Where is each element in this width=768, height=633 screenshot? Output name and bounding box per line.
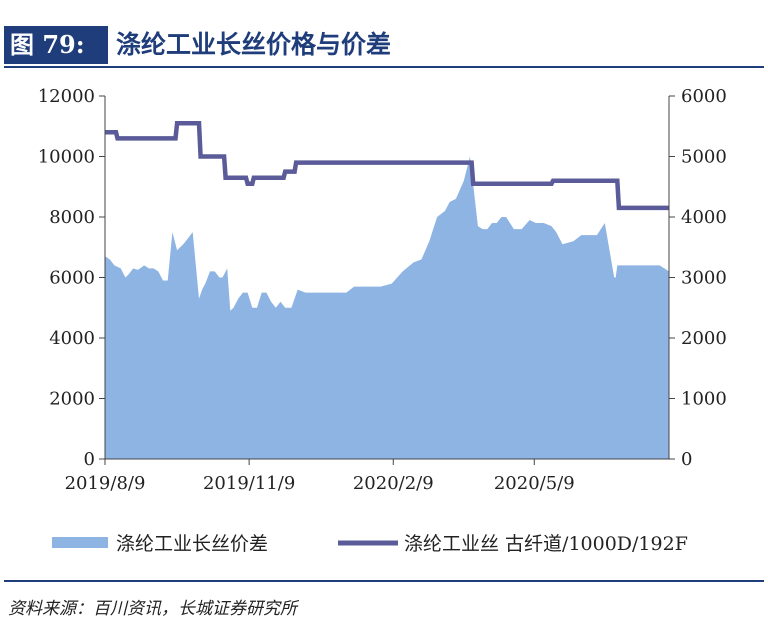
left-tick-label: 8000 <box>49 207 95 228</box>
right-tick-label: 4000 <box>681 207 727 228</box>
legend-swatch-area <box>52 537 108 548</box>
left-tick-label: 10000 <box>38 147 95 168</box>
x-tick-label: 2020/5/9 <box>494 473 575 494</box>
price-spread-area <box>105 156 669 459</box>
right-tick-label: 0 <box>681 449 692 470</box>
yarn-price-line <box>105 120 669 211</box>
legend: 涤纶工业长丝价差 涤纶工业丝 古纤道/1000D/192F <box>52 533 688 555</box>
source-note: 资料来源：百川资讯，长城证券研究所 <box>8 599 297 619</box>
right-tick-label: 3000 <box>681 268 727 289</box>
left-tick-label: 0 <box>84 449 95 470</box>
x-tick-label: 2019/8/9 <box>65 473 146 494</box>
left-tick-label: 2000 <box>49 389 95 410</box>
axis-layer: 0 2000 4000 6000 8000 10000 12000 0 1000 2000 3000… <box>38 86 727 494</box>
left-tick-label: 4000 <box>49 328 95 349</box>
right-tick-label: 6000 <box>681 86 727 107</box>
right-tick-label: 1000 <box>681 389 727 410</box>
figure-title: 涤纶工业长丝价格与价差 <box>116 30 392 59</box>
footer-rule <box>4 580 764 582</box>
figure-number: 图 79: <box>4 26 108 64</box>
chart: 0 2000 4000 6000 8000 10000 12000 0 1000 2000 3000… <box>38 86 727 555</box>
x-tick-label: 2019/11/9 <box>203 473 295 494</box>
line-layer <box>105 120 669 211</box>
area-layer <box>105 156 669 459</box>
left-tick-label: 12000 <box>38 86 95 107</box>
figure-header: 图 79: 涤纶工业长丝价格与价差 <box>4 26 764 66</box>
right-tick-label: 5000 <box>681 147 727 168</box>
legend-label-line: 涤纶工业丝 古纤道/1000D/192F <box>404 533 688 555</box>
right-tick-label: 2000 <box>681 328 727 349</box>
x-tick-label: 2020/2/9 <box>353 473 434 494</box>
header-rule <box>4 66 764 68</box>
legend-label-area: 涤纶工业长丝价差 <box>116 533 268 555</box>
left-tick-label: 6000 <box>49 268 95 289</box>
